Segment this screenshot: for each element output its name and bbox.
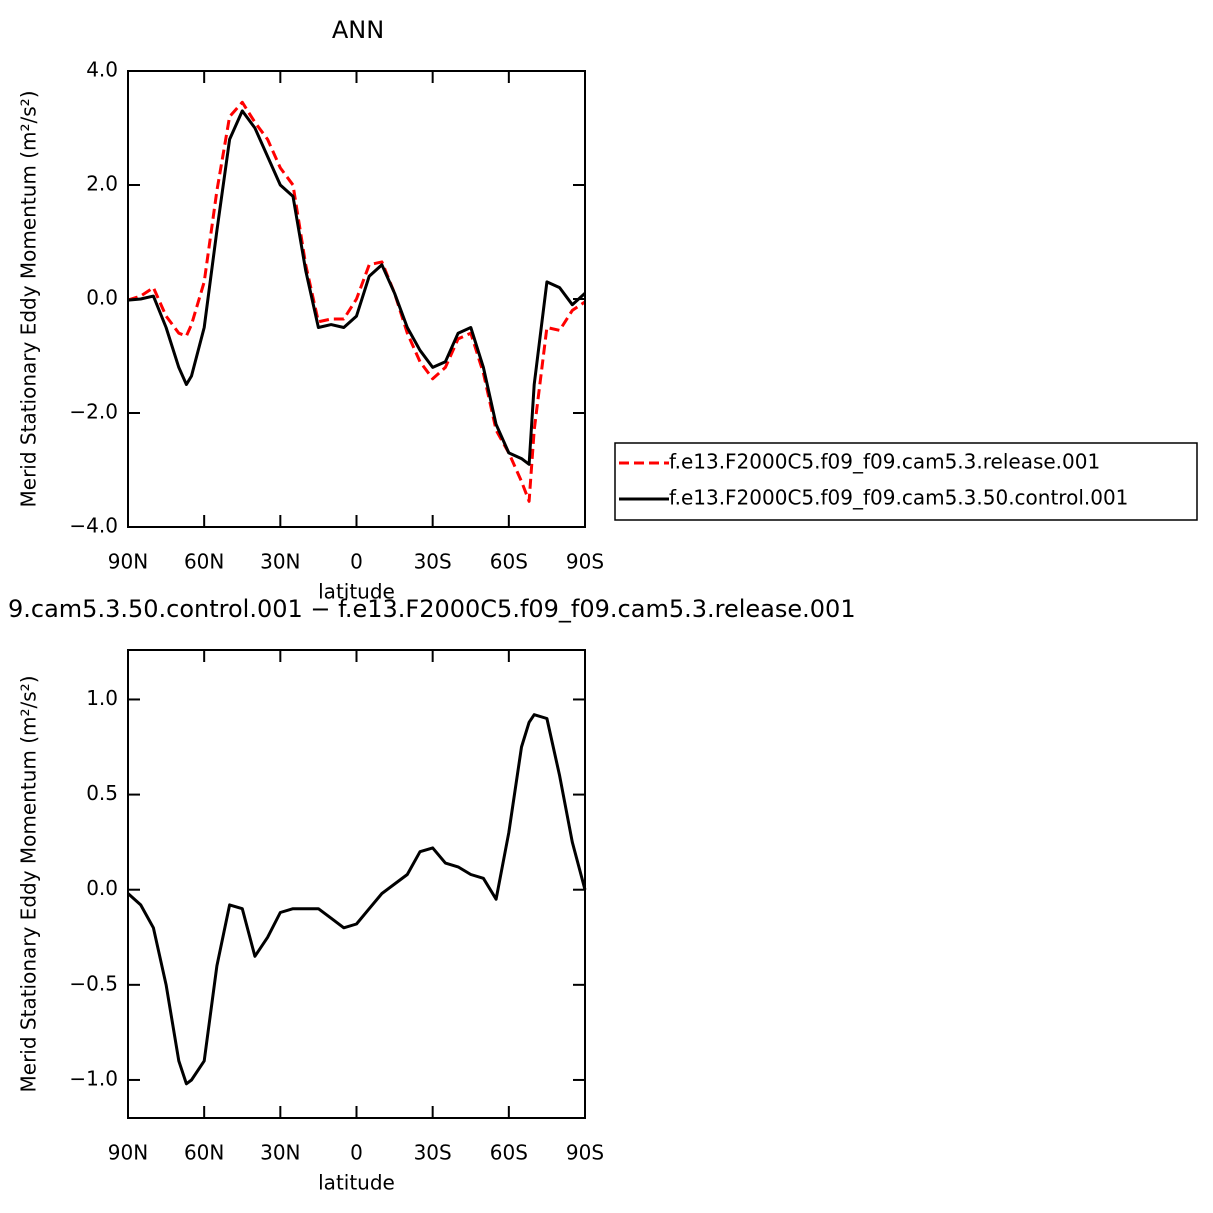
x-tick-label: 30N	[260, 550, 300, 574]
x-axis-label: latitude	[318, 580, 395, 604]
plot-frame	[127, 649, 586, 1119]
plot-frame	[127, 70, 586, 528]
x-tick-label: 30S	[414, 550, 452, 574]
legend-box	[614, 442, 1198, 521]
data-line	[127, 100, 586, 503]
x-tick-label: 90S	[566, 1141, 604, 1165]
x-tick-label: 90N	[108, 550, 148, 574]
chart-title: ANN	[332, 16, 384, 44]
y-axis-label: Merid Stationary Eddy Momentum (m²/s²)	[17, 91, 41, 508]
y-tick-label: 1.0	[86, 686, 118, 710]
y-tick-label: 4.0	[86, 58, 118, 82]
y-tick-label: 2.0	[86, 172, 118, 196]
y-tick-label: −1.0	[69, 1066, 118, 1090]
x-tick-label: 60N	[184, 550, 224, 574]
x-tick-label: 90S	[566, 550, 604, 574]
y-tick-label: −4.0	[69, 514, 118, 538]
x-axis-label: latitude	[318, 1171, 395, 1195]
y-tick-label: −0.5	[69, 971, 118, 995]
data-line	[127, 109, 587, 466]
chart-title: 9.cam5.3.50.control.001 − f.e13.F2000C5.…	[8, 595, 856, 623]
y-tick-label: 0.0	[86, 876, 118, 900]
y-tick-label: −2.0	[69, 400, 118, 424]
x-tick-label: 0	[350, 550, 363, 574]
x-tick-label: 60S	[490, 1141, 528, 1165]
x-tick-label: 60S	[490, 550, 528, 574]
legend-label: f.e13.F2000C5.f09_f09.cam5.3.release.001	[669, 450, 1100, 474]
legend-label: f.e13.F2000C5.f09_f09.cam5.3.50.control.…	[669, 486, 1128, 510]
data-line	[126, 713, 587, 1086]
y-axis-label: Merid Stationary Eddy Momentum (m²/s²)	[17, 676, 41, 1093]
x-tick-label: 30S	[414, 1141, 452, 1165]
y-tick-label: 0.5	[86, 781, 118, 805]
y-tick-label: 0.0	[86, 286, 118, 310]
x-tick-label: 90N	[108, 1141, 148, 1165]
x-tick-label: 0	[350, 1141, 363, 1165]
x-tick-label: 30N	[260, 1141, 300, 1165]
x-tick-label: 60N	[184, 1141, 224, 1165]
